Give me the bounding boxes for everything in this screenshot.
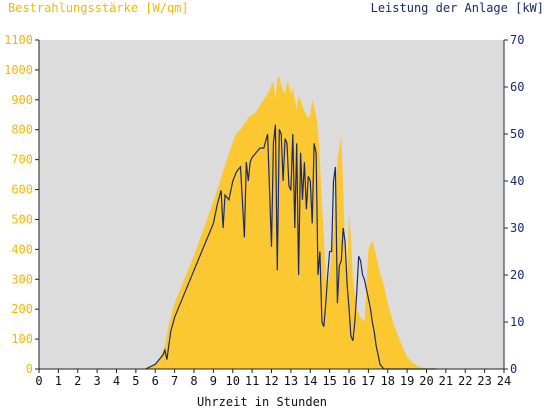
x-tick-label: 12 bbox=[264, 374, 278, 388]
x-tick-label: 22 bbox=[458, 374, 472, 388]
x-tick-label: 15 bbox=[322, 374, 336, 388]
left-tick-label: 0 bbox=[26, 362, 33, 376]
right-tick-label: 0 bbox=[510, 362, 517, 376]
left-tick-label: 400 bbox=[11, 242, 33, 256]
left-tick-label: 100 bbox=[11, 332, 33, 346]
right-tick-label: 70 bbox=[510, 33, 524, 47]
x-tick-label: 5 bbox=[132, 374, 139, 388]
x-tick-label: 21 bbox=[439, 374, 453, 388]
right-tick-label: 60 bbox=[510, 80, 524, 94]
right-tick-label: 20 bbox=[510, 268, 524, 282]
left-tick-label: 300 bbox=[11, 272, 33, 286]
right-tick-label: 30 bbox=[510, 221, 524, 235]
x-tick-label: 10 bbox=[226, 374, 240, 388]
x-tick-label: 23 bbox=[477, 374, 491, 388]
x-tick-label: 7 bbox=[171, 374, 178, 388]
left-tick-label: 600 bbox=[11, 183, 33, 197]
x-tick-label: 3 bbox=[94, 374, 101, 388]
x-tick-label: 8 bbox=[190, 374, 197, 388]
left-tick-label: 800 bbox=[11, 123, 33, 137]
left-tick-label: 700 bbox=[11, 153, 33, 167]
x-tick-label: 24 bbox=[497, 374, 511, 388]
left-tick-label: 1000 bbox=[4, 63, 33, 77]
left-tick-label: 200 bbox=[11, 302, 33, 316]
x-tick-label: 0 bbox=[35, 374, 42, 388]
x-tick-label: 13 bbox=[284, 374, 298, 388]
x-tick-label: 14 bbox=[303, 374, 317, 388]
left-axis-title: Bestrahlungsstärke [W/qm] bbox=[8, 1, 189, 15]
x-tick-label: 19 bbox=[400, 374, 414, 388]
x-tick-label: 6 bbox=[152, 374, 159, 388]
x-tick-label: 11 bbox=[245, 374, 259, 388]
x-tick-label: 16 bbox=[342, 374, 356, 388]
x-tick-label: 2 bbox=[74, 374, 81, 388]
power-line bbox=[145, 124, 437, 370]
irradiance-area bbox=[145, 75, 437, 370]
x-tick-label: 18 bbox=[381, 374, 395, 388]
x-axis-label: Uhrzeit in Stunden bbox=[197, 395, 327, 408]
right-tick-label: 50 bbox=[510, 127, 524, 141]
left-tick-label: 900 bbox=[11, 93, 33, 107]
left-tick-label: 1100 bbox=[4, 33, 33, 47]
right-axis-title: Leistung der Anlage [kW] bbox=[371, 1, 544, 15]
right-tick-label: 40 bbox=[510, 174, 524, 188]
x-tick-label: 9 bbox=[210, 374, 217, 388]
right-tick-label: 10 bbox=[510, 315, 524, 329]
left-tick-label: 500 bbox=[11, 212, 33, 226]
series-layer bbox=[145, 75, 437, 370]
x-tick-label: 17 bbox=[361, 374, 375, 388]
x-tick-label: 1 bbox=[55, 374, 62, 388]
x-tick-label: 20 bbox=[419, 374, 433, 388]
ticks-layer: 0100200300400500600700800900100011000102… bbox=[4, 33, 524, 388]
x-tick-label: 4 bbox=[113, 374, 120, 388]
